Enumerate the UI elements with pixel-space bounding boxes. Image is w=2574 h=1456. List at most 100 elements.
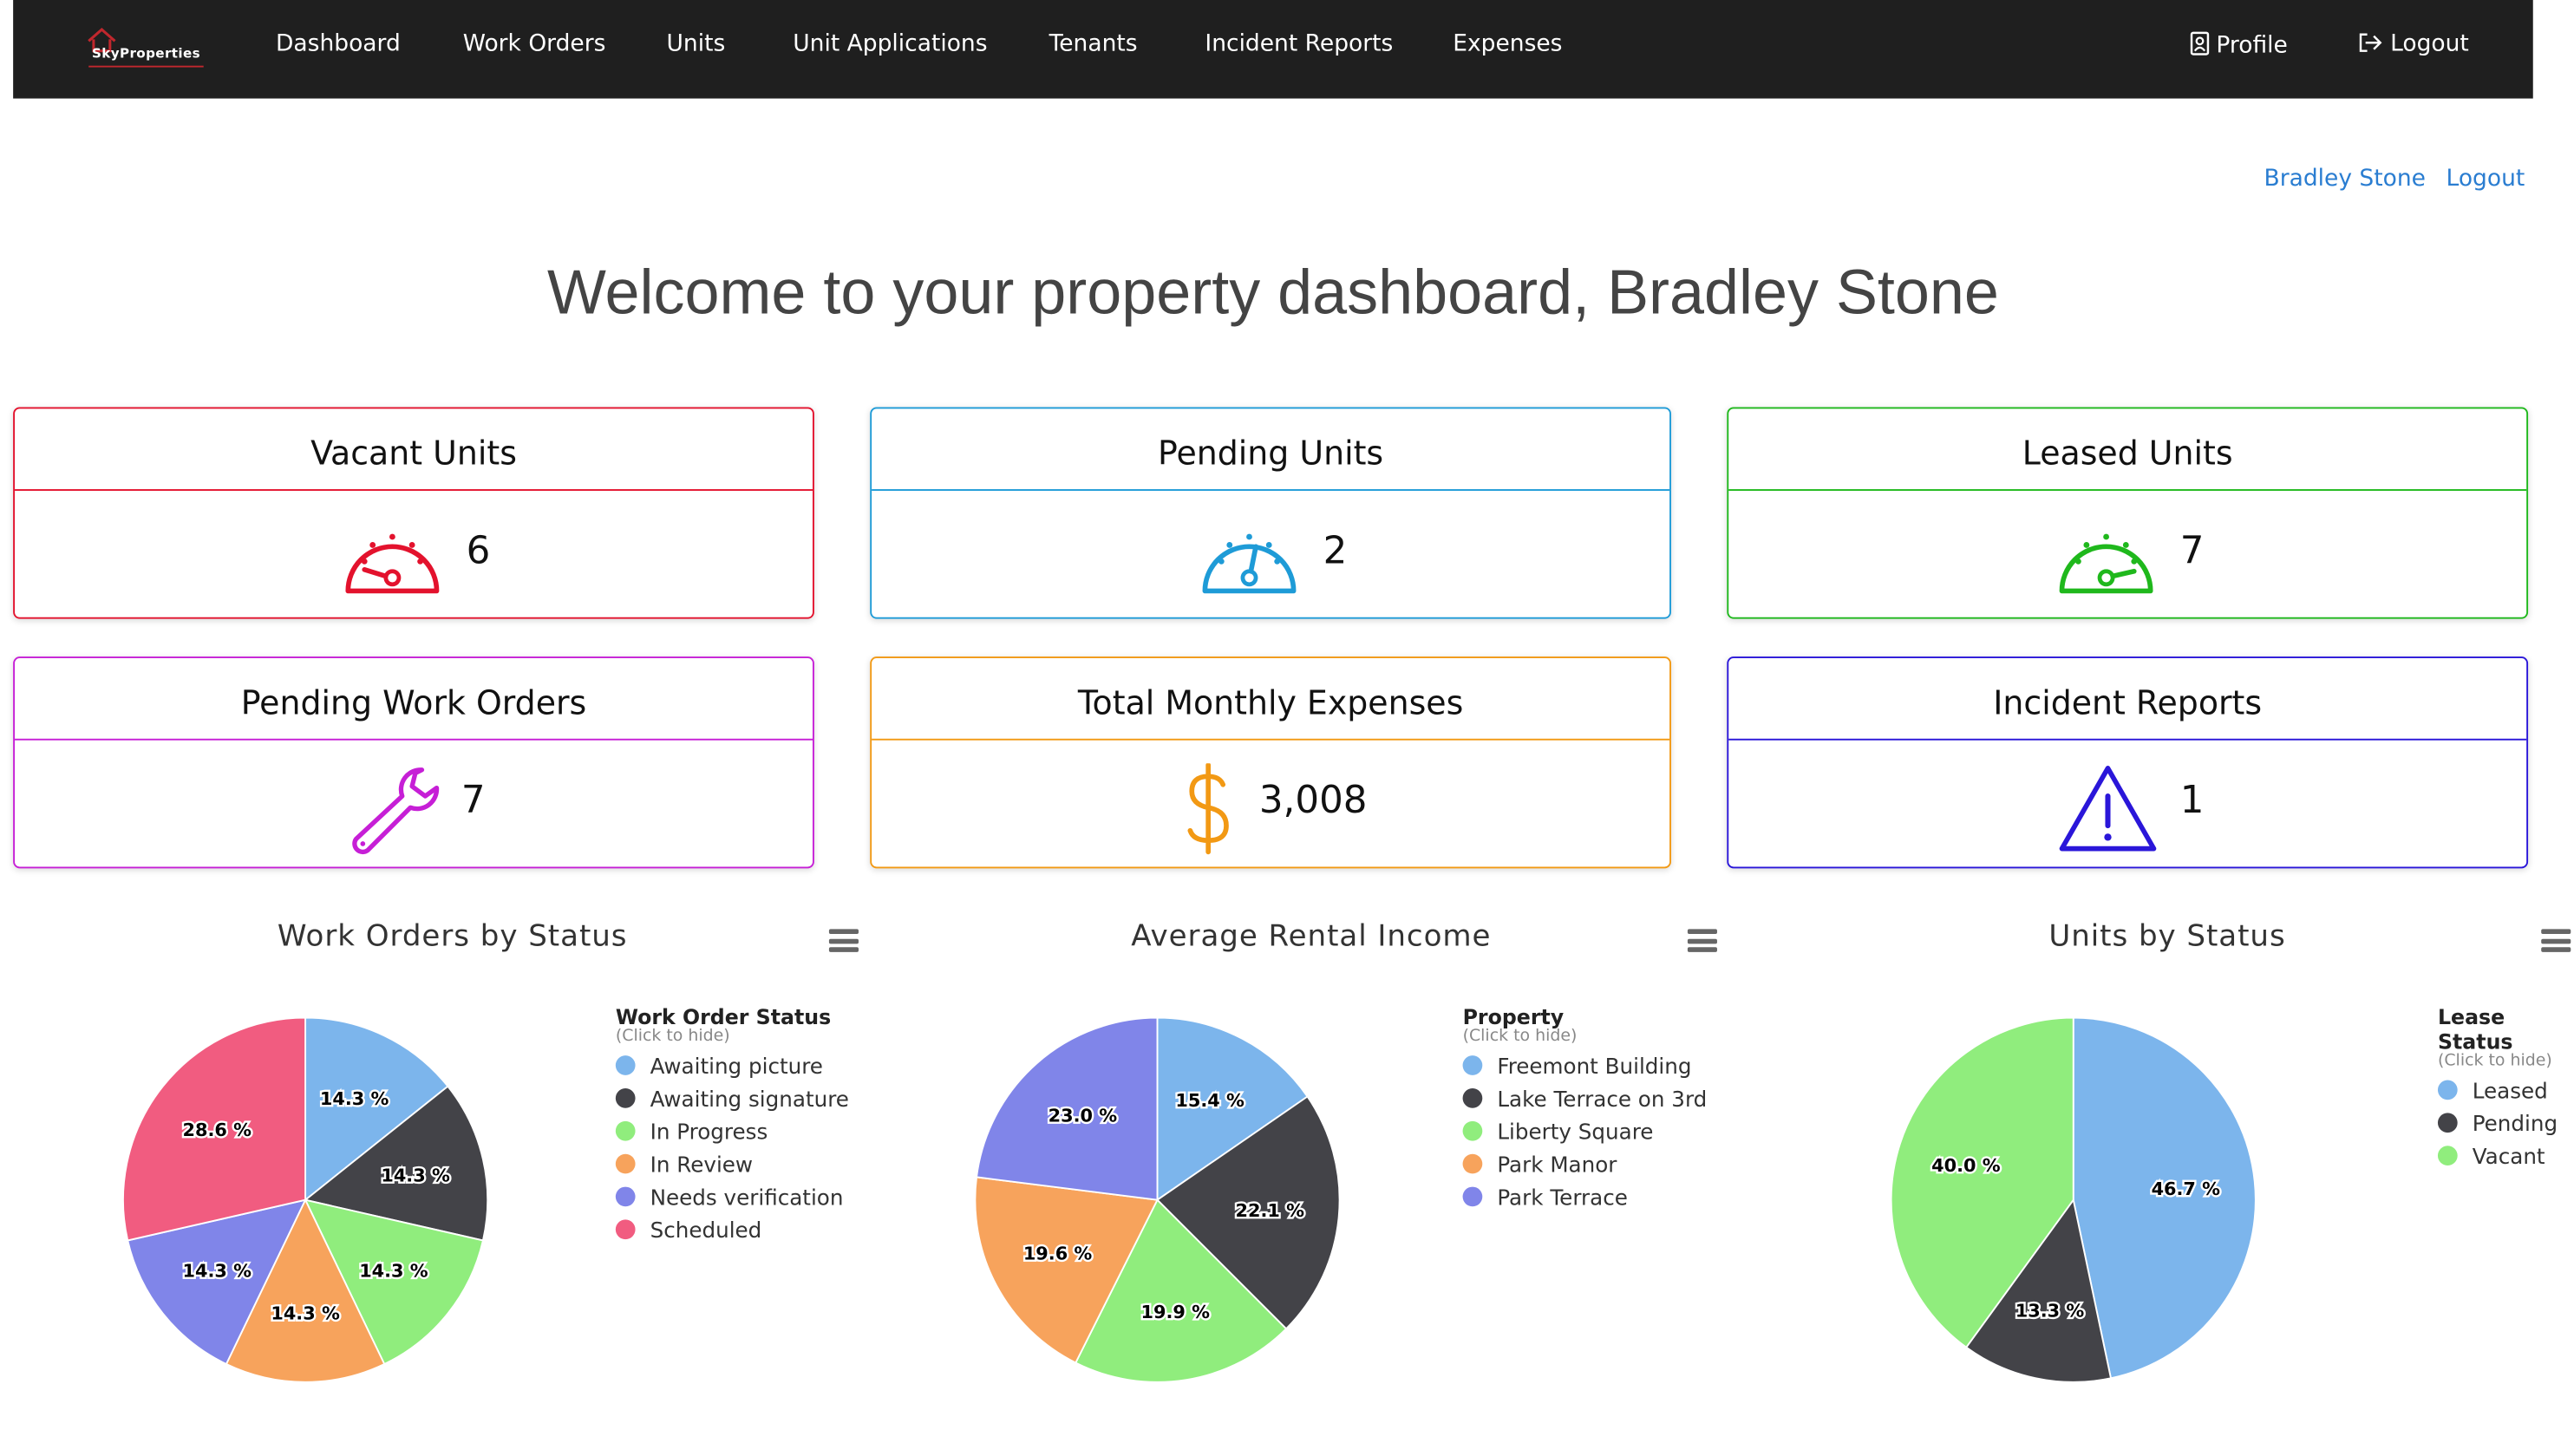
wrench-icon bbox=[352, 767, 440, 854]
nav-unit-applications[interactable]: Unit Applications bbox=[793, 30, 988, 58]
pie-slice-in-review[interactable] bbox=[225, 1198, 386, 1383]
nav-units[interactable]: Units bbox=[666, 30, 726, 58]
legend-item-awaiting-picture[interactable]: Awaiting picture bbox=[615, 1055, 849, 1088]
nav-expenses[interactable]: Expenses bbox=[1453, 30, 1563, 58]
legend-marker bbox=[615, 1055, 636, 1075]
pie-slice-awaiting-picture[interactable] bbox=[304, 1016, 449, 1202]
legend-hint: (Click to hide) bbox=[1462, 1027, 1578, 1046]
top-navbar: SkyProperties Dashboard Work Orders Unit… bbox=[13, 0, 2533, 99]
legend-marker bbox=[2437, 1080, 2458, 1100]
welcome-heading: Welcome to your property dashboard, Brad… bbox=[546, 259, 1999, 329]
legend-item-scheduled[interactable]: Scheduled bbox=[615, 1219, 849, 1252]
card-pending-work-orders[interactable]: Pending Work Orders 7 bbox=[13, 656, 814, 869]
pie-data-label: 19.6 % bbox=[1023, 1244, 1093, 1264]
card-value: 7 bbox=[2179, 530, 2205, 573]
gauge-low-icon bbox=[345, 533, 440, 594]
nav-work-orders[interactable]: Work Orders bbox=[462, 30, 606, 58]
pie-slice-liberty-square[interactable] bbox=[1075, 1198, 1288, 1383]
legend-marker bbox=[615, 1219, 636, 1240]
legend-item-freemont-building[interactable]: Freemont Building bbox=[1462, 1055, 1708, 1088]
chart-menu-icon[interactable] bbox=[1687, 929, 1717, 952]
legend-item-vacant[interactable]: Vacant bbox=[2437, 1146, 2574, 1179]
pie-data-label: 14.3 % bbox=[271, 1303, 340, 1324]
dollar-icon bbox=[1187, 763, 1229, 855]
legend-item-park-terrace[interactable]: Park Terrace bbox=[1462, 1186, 1708, 1220]
legend-item-leased[interactable]: Leased bbox=[2437, 1080, 2574, 1113]
legend-marker bbox=[1462, 1087, 1483, 1108]
card-vacant-units[interactable]: Vacant Units 6 bbox=[13, 407, 814, 619]
card-leased-units[interactable]: Leased Units 7 bbox=[1727, 407, 2529, 619]
card-title: Pending Units bbox=[872, 408, 1670, 491]
pie-data-label: 22.1 % bbox=[1235, 1200, 1304, 1221]
legend-marker bbox=[2437, 1146, 2458, 1165]
nav-logout[interactable]: Logout bbox=[2357, 31, 2469, 57]
legend-label: Awaiting signature bbox=[650, 1087, 849, 1113]
legend-hint: (Click to hide) bbox=[615, 1027, 730, 1046]
legend-label: In Review bbox=[650, 1153, 754, 1179]
legend-rental-income: Property (Click to hide) Freemont Buildi… bbox=[1462, 1004, 1708, 1220]
legend-marker bbox=[615, 1087, 636, 1108]
pie-slice-vacant[interactable] bbox=[1890, 1016, 2074, 1349]
brand-name: SkyProperties bbox=[92, 46, 201, 62]
legend-item-park-manor[interactable]: Park Manor bbox=[1462, 1153, 1708, 1187]
nav-dashboard[interactable]: Dashboard bbox=[276, 30, 401, 58]
chart-menu-icon[interactable] bbox=[2541, 929, 2571, 952]
legend-label: Freemont Building bbox=[1497, 1055, 1692, 1081]
legend-units-status: Lease Status (Click to hide) Leased Pendi… bbox=[2437, 1004, 2574, 1179]
legend-marker bbox=[615, 1186, 636, 1207]
brand-logo[interactable]: SkyProperties bbox=[79, 23, 210, 76]
pie-slice-awaiting-signature[interactable] bbox=[303, 1085, 489, 1242]
nav-profile[interactable]: Profile bbox=[2190, 31, 2288, 59]
legend-label: Awaiting picture bbox=[650, 1055, 823, 1081]
pie-data-label: 23.0 % bbox=[1049, 1106, 1118, 1126]
legend-item-pending[interactable]: Pending bbox=[2437, 1113, 2574, 1146]
legend-marker bbox=[1462, 1055, 1483, 1075]
user-logout-link[interactable]: Logout bbox=[2446, 166, 2525, 193]
user-name-link[interactable]: Bradley Stone bbox=[2264, 166, 2426, 193]
pie-data-label: 14.3 % bbox=[183, 1261, 252, 1282]
legend-item-needs-verification[interactable]: Needs verification bbox=[615, 1186, 849, 1220]
legend-label: Liberty Square bbox=[1497, 1120, 1654, 1146]
legend-item-lake-terrace-on-3rd[interactable]: Lake Terrace on 3rd bbox=[1462, 1087, 1708, 1121]
pie-slice-park-terrace[interactable] bbox=[975, 1016, 1159, 1201]
card-value: 3,008 bbox=[1258, 780, 1368, 823]
chart-title-rental-income: Average Rental Income bbox=[1131, 919, 1492, 954]
legend-label: Pending bbox=[2472, 1113, 2558, 1138]
card-value: 6 bbox=[466, 530, 491, 573]
pie-slice-freemont-building[interactable] bbox=[1156, 1016, 1309, 1202]
legend-title: Lease Status bbox=[2437, 1004, 2513, 1054]
legend-item-in-review[interactable]: In Review bbox=[615, 1153, 849, 1187]
legend-label: Lake Terrace on 3rd bbox=[1497, 1087, 1708, 1113]
nav-tenants[interactable]: Tenants bbox=[1049, 30, 1138, 58]
pie-data-label: 13.3 % bbox=[2015, 1301, 2085, 1322]
chart-title-units-status: Units by Status bbox=[2048, 919, 2286, 954]
nav-logout-label: Logout bbox=[2390, 30, 2469, 58]
chart-menu-icon[interactable] bbox=[828, 929, 859, 952]
nav-incident-reports[interactable]: Incident Reports bbox=[1205, 30, 1394, 58]
card-total-monthly-expenses[interactable]: Total Monthly Expenses 3,008 bbox=[870, 656, 1671, 869]
legend-marker bbox=[2437, 1113, 2458, 1133]
house-icon bbox=[88, 28, 116, 53]
pie-data-label: 15.4 % bbox=[1175, 1090, 1245, 1111]
pie-slice-scheduled[interactable] bbox=[122, 1016, 307, 1242]
card-pending-units[interactable]: Pending Units 2 bbox=[870, 407, 1671, 619]
pie-slice-park-manor[interactable] bbox=[974, 1176, 1159, 1364]
pie-slice-needs-verification[interactable] bbox=[127, 1198, 307, 1366]
legend-hint: (Click to hide) bbox=[2437, 1052, 2552, 1071]
pie-slice-leased[interactable] bbox=[2072, 1016, 2257, 1380]
legend-label: Park Manor bbox=[1497, 1153, 1617, 1179]
legend-item-in-progress[interactable]: In Progress bbox=[615, 1120, 849, 1154]
pie-data-label: 40.0 % bbox=[1931, 1155, 2001, 1176]
pie-chart-rental-income: 15.4 % 22.1 % 19.9 % 19.6 % 23.0 % bbox=[974, 1016, 1341, 1383]
card-value: 7 bbox=[461, 780, 486, 823]
legend-item-awaiting-signature[interactable]: Awaiting signature bbox=[615, 1087, 849, 1121]
pie-chart-units-status: 46.7 % 13.3 % 40.0 % bbox=[1890, 1016, 2257, 1383]
legend-marker bbox=[1462, 1120, 1483, 1141]
legend-marker bbox=[1462, 1153, 1483, 1174]
pie-slice-in-progress[interactable] bbox=[304, 1198, 485, 1366]
pie-slice-lake-terrace-on-3rd[interactable] bbox=[1156, 1095, 1341, 1330]
pie-slice-pending[interactable] bbox=[1964, 1198, 2113, 1383]
gauge-high-icon bbox=[2059, 533, 2153, 594]
legend-item-liberty-square[interactable]: Liberty Square bbox=[1462, 1120, 1708, 1154]
card-incident-reports[interactable]: Incident Reports 1 bbox=[1727, 656, 2529, 869]
